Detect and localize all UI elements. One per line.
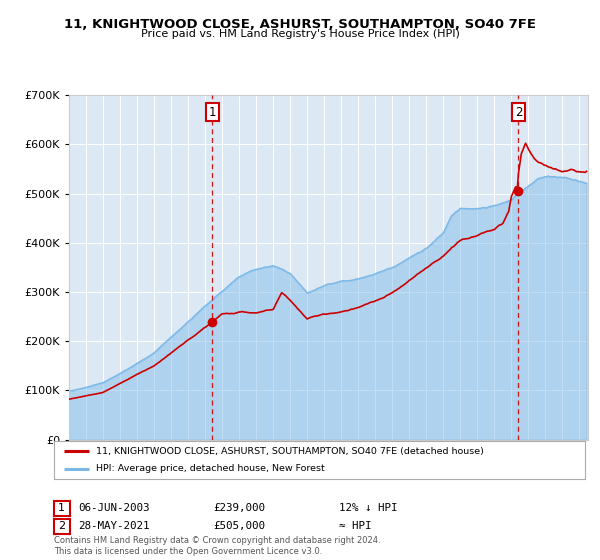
Text: 12% ↓ HPI: 12% ↓ HPI xyxy=(339,503,397,514)
Text: £505,000: £505,000 xyxy=(213,521,265,531)
Text: HPI: Average price, detached house, New Forest: HPI: Average price, detached house, New … xyxy=(97,464,325,473)
Text: 2: 2 xyxy=(515,105,522,119)
Text: This data is licensed under the Open Government Licence v3.0.: This data is licensed under the Open Gov… xyxy=(54,547,322,556)
Text: £239,000: £239,000 xyxy=(213,503,265,514)
Text: 1: 1 xyxy=(209,105,216,119)
Text: 28-MAY-2021: 28-MAY-2021 xyxy=(79,521,150,531)
Text: 11, KNIGHTWOOD CLOSE, ASHURST, SOUTHAMPTON, SO40 7FE (detached house): 11, KNIGHTWOOD CLOSE, ASHURST, SOUTHAMPT… xyxy=(97,447,484,456)
Text: Price paid vs. HM Land Registry's House Price Index (HPI): Price paid vs. HM Land Registry's House … xyxy=(140,29,460,39)
Text: 2: 2 xyxy=(58,521,65,531)
Text: 1: 1 xyxy=(58,503,65,514)
Text: 06-JUN-2003: 06-JUN-2003 xyxy=(79,503,150,514)
Text: ≈ HPI: ≈ HPI xyxy=(339,521,371,531)
Text: 11, KNIGHTWOOD CLOSE, ASHURST, SOUTHAMPTON, SO40 7FE: 11, KNIGHTWOOD CLOSE, ASHURST, SOUTHAMPT… xyxy=(64,18,536,31)
Text: Contains HM Land Registry data © Crown copyright and database right 2024.: Contains HM Land Registry data © Crown c… xyxy=(54,536,380,545)
